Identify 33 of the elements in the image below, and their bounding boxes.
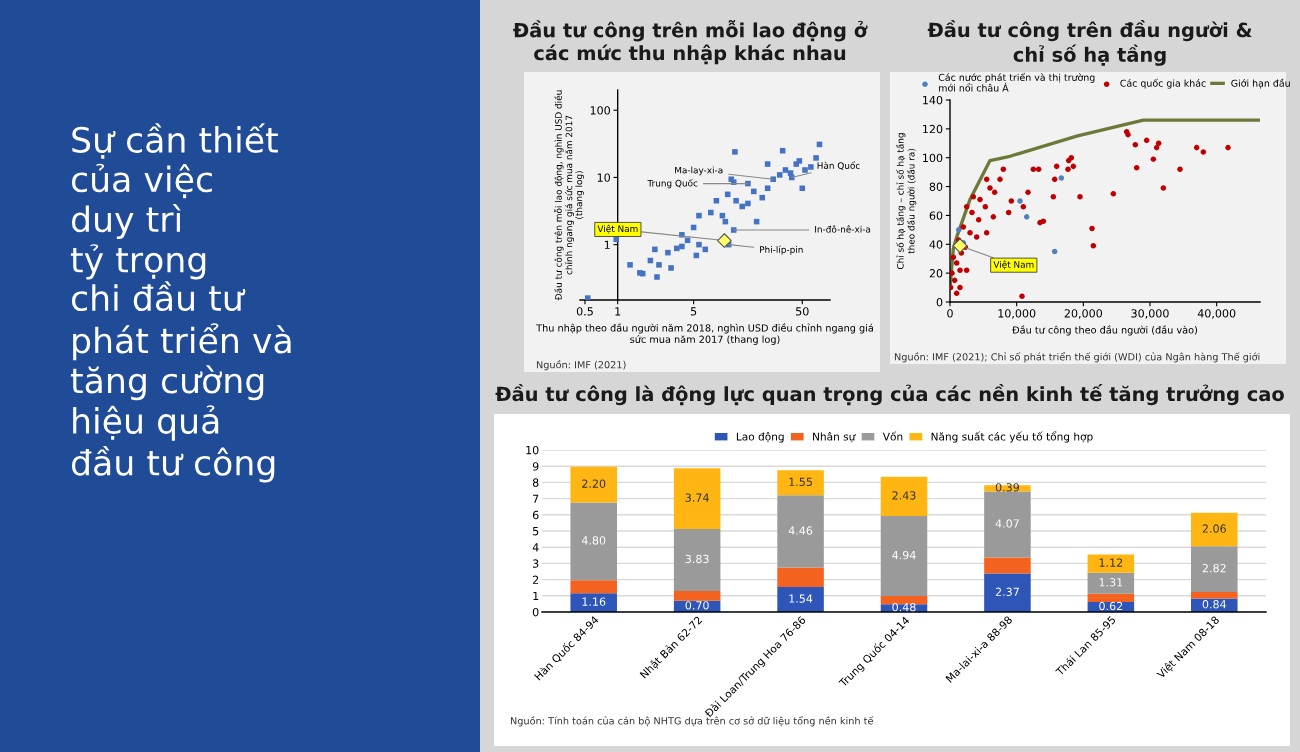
bar xyxy=(880,516,928,597)
bar xyxy=(570,593,617,612)
bar xyxy=(880,476,928,517)
bar xyxy=(1087,572,1135,594)
point xyxy=(955,227,962,233)
bar xyxy=(570,580,617,594)
text: Sự cần thiết của việc duy trì tỷ trọng chi đầu tư phát triển và tăng cường hiệu quả đầu tư công xyxy=(70,123,291,483)
point xyxy=(1023,214,1030,220)
bar xyxy=(984,573,1031,612)
chart-title: Đầu tư công trên đầu người & chỉ số hạ tầng xyxy=(927,20,1252,66)
bar xyxy=(570,502,617,581)
bar xyxy=(984,557,1031,574)
bar xyxy=(1191,591,1238,599)
bar xyxy=(1087,593,1135,602)
bar xyxy=(673,590,721,601)
bar xyxy=(984,491,1031,558)
point xyxy=(1051,248,1058,255)
bar xyxy=(777,470,824,496)
bar xyxy=(570,466,617,503)
chart-title: Đầu tư công trên mỗi lao động ở các mức thu nhập khác nhau xyxy=(513,20,868,65)
bar xyxy=(1087,554,1135,573)
line-series xyxy=(950,118,1260,290)
bar xyxy=(673,468,721,529)
bar xyxy=(777,495,824,568)
chart-title: Đầu tư công là động lực quan trọng của các nền kinh tế tăng trưởng cao xyxy=(495,384,1284,406)
point xyxy=(1017,198,1023,204)
bar xyxy=(880,596,928,605)
bar xyxy=(777,567,824,588)
bar xyxy=(1191,512,1238,547)
bar xyxy=(777,587,824,612)
point xyxy=(1058,175,1065,181)
bar xyxy=(1191,546,1238,592)
bar xyxy=(673,528,721,591)
